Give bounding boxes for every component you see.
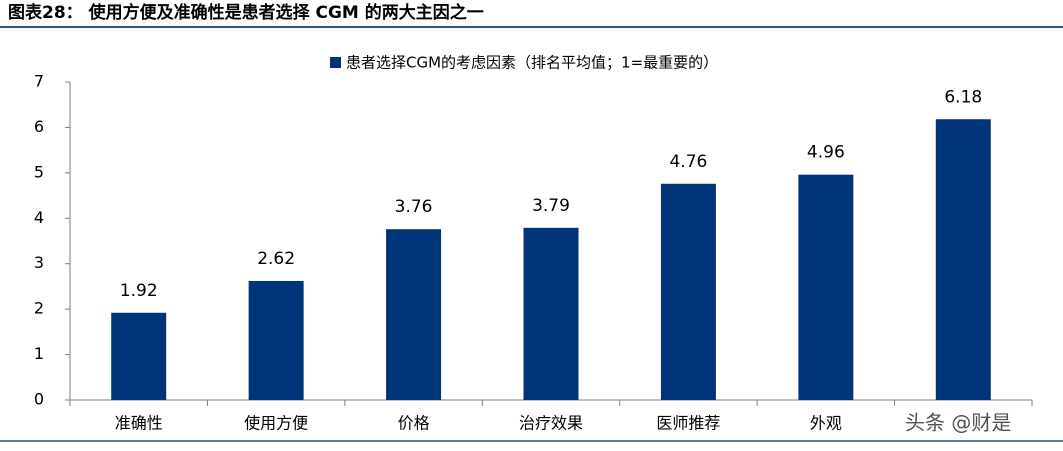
y-tick-label: 3: [34, 253, 44, 272]
value-label: 3.79: [532, 196, 570, 216]
y-tick-label: 2: [34, 299, 44, 318]
bar: [523, 227, 579, 400]
chart-title: 图表28： 使用方便及准确性是患者选择 CGM 的两大主因之一: [8, 2, 484, 23]
value-label: 2.62: [257, 249, 295, 269]
legend-label: 患者选择CGM的考虑因素（排名平均值；1=最重要的）: [346, 54, 718, 72]
x-tick-label: 使用方便: [244, 414, 308, 433]
x-tick-label: 治疗效果: [519, 414, 583, 433]
x-tick-label: 外观: [810, 414, 842, 433]
value-label: 3.76: [395, 197, 433, 217]
value-label: 4.96: [807, 143, 845, 163]
bar: [386, 229, 442, 400]
bar: [248, 280, 304, 400]
legend-swatch: [330, 57, 341, 68]
value-label: 4.76: [669, 152, 707, 172]
y-tick-label: 1: [34, 344, 44, 363]
watermark: 头条 @财是: [905, 411, 1011, 435]
y-tick-label: 4: [34, 208, 44, 227]
x-tick-label: 价格: [398, 414, 430, 433]
y-tick-label: 6: [34, 117, 44, 136]
value-label: 1.92: [120, 281, 158, 301]
y-tick-label: 5: [34, 162, 44, 181]
y-tick-label: 7: [34, 72, 44, 91]
y-tick-label: 0: [34, 390, 44, 409]
value-label: 6.18: [944, 87, 982, 107]
x-tick-label: 医师推荐: [656, 414, 720, 433]
bar: [111, 312, 167, 400]
bar: [660, 183, 716, 400]
bar: [935, 119, 991, 400]
bar: [798, 174, 854, 400]
x-tick-label: 准确性: [115, 414, 163, 433]
